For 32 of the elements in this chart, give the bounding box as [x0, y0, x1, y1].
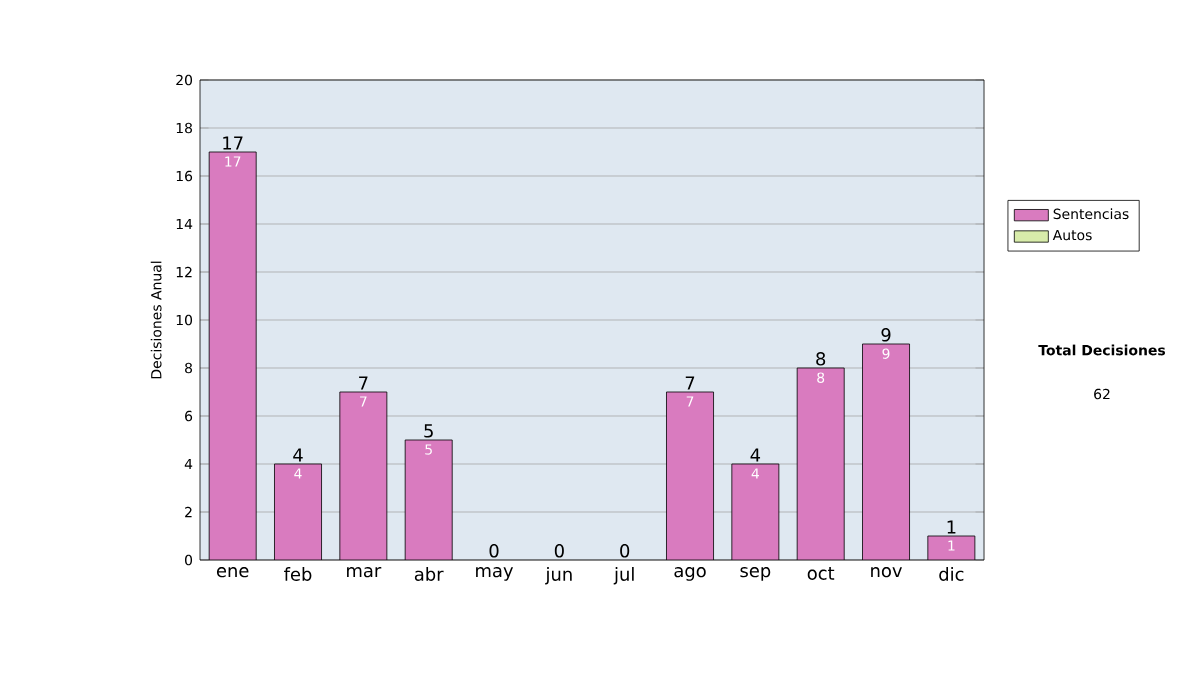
x-tick-label: dic [939, 567, 964, 581]
x-tick-label: mar [347, 567, 382, 578]
x-tick-label: jun [545, 567, 572, 585]
total-label: 7 [359, 376, 368, 390]
total-label: 1 [947, 520, 956, 534]
bar [404, 439, 453, 560]
x-tick-label: ene [216, 567, 249, 578]
bar [796, 367, 845, 560]
x-tick-label: sep [740, 567, 771, 581]
bar [339, 391, 388, 560]
bar [666, 391, 714, 560]
total-label: 0 [489, 544, 499, 558]
total-label: 8 [816, 352, 826, 366]
x-tick-label: may [476, 567, 514, 581]
bar [862, 343, 910, 560]
x-tick-label: jul [613, 567, 634, 585]
x-tick-label: ago [674, 567, 706, 581]
total-label: 4 [750, 448, 761, 462]
total-label: 4 [293, 448, 303, 462]
x-tick-label: oct [807, 567, 835, 580]
bar [731, 463, 780, 560]
x-tick-label: abr [414, 567, 444, 581]
total-label: 7 [685, 376, 695, 390]
total-label: 17 [223, 136, 243, 150]
x-tick-label: nov [871, 567, 902, 578]
total-label: 0 [554, 544, 564, 558]
total-label: 9 [881, 328, 891, 342]
bar [274, 463, 322, 560]
bar [208, 151, 257, 560]
total-label: 5 [424, 424, 433, 438]
x-tick-label: feb [284, 567, 312, 581]
total-label: 0 [620, 544, 630, 558]
